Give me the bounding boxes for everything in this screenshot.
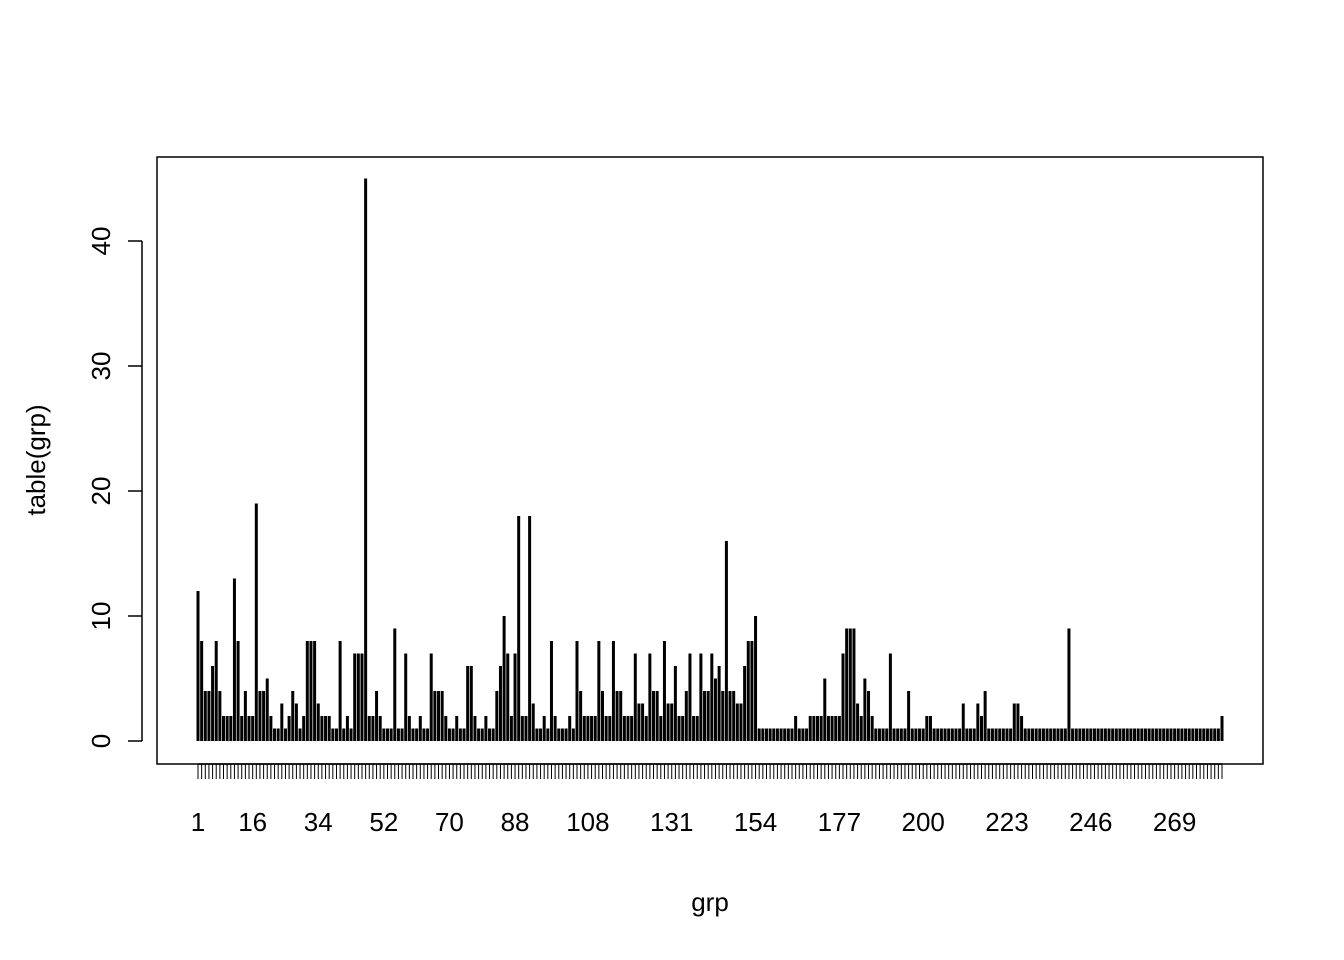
x-tick-label: 177 [818,807,861,837]
y-tick-label: 30 [86,352,116,381]
x-tick-label: 223 [985,807,1028,837]
x-tick-label: 154 [734,807,777,837]
x-tick-label: 1 [191,807,205,837]
y-tick-label: 0 [86,734,116,748]
y-axis: 0 10 20 30 40 [86,227,143,748]
bars-group [196,178,1224,741]
x-tick-label: 200 [901,807,944,837]
y-tick-label: 40 [86,227,116,256]
x-tick-label: 269 [1153,807,1196,837]
x-tick-label: 108 [566,807,609,837]
y-axis-label: table(grp) [21,404,51,515]
x-tick-label: 131 [650,807,693,837]
y-tick-label: 10 [86,602,116,631]
x-tick-label: 52 [369,807,398,837]
x-axis-label: grp [691,887,729,917]
y-tick-label: 20 [86,477,116,506]
plot-frame [156,156,1264,765]
x-tick-label: 34 [304,807,333,837]
x-axis: 1 16 34 52 70 88 108 131 154 177 200 223 246 269 [191,763,1223,837]
x-tick-label: 16 [238,807,267,837]
x-tick-label: 70 [435,807,464,837]
x-tick-label: 88 [501,807,530,837]
x-tick-label: 246 [1069,807,1112,837]
